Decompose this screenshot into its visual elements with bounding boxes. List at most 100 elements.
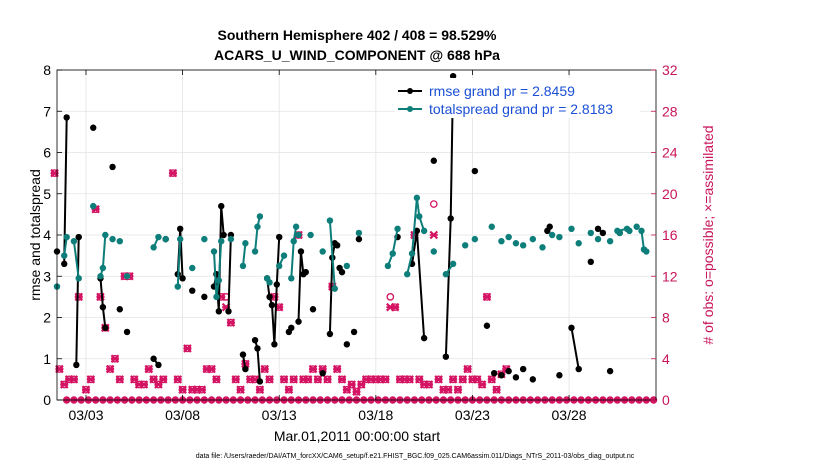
data-point (420, 334, 428, 342)
data-point (73, 361, 80, 369)
y2-tick-label: 0 (662, 392, 670, 408)
data-point (123, 273, 131, 280)
data-point (430, 157, 437, 164)
data-point (449, 72, 457, 80)
data-point (292, 223, 300, 230)
data-point (404, 270, 411, 278)
x-tick-label: 03/03 (68, 407, 103, 423)
data-point (568, 324, 575, 332)
data-point (505, 367, 512, 375)
data-point (295, 318, 302, 325)
obs-assimilated-marker (482, 292, 492, 302)
data-point (488, 223, 495, 230)
data-point (442, 270, 450, 278)
data-point (594, 225, 602, 233)
obs-assimilated-marker (337, 375, 347, 384)
x-tick-label: 03/28 (552, 407, 587, 423)
data-point (150, 355, 157, 362)
obs-assimilated-marker (144, 364, 154, 374)
data-point (266, 293, 273, 301)
legend-spread-marker (407, 106, 413, 112)
data-point (116, 306, 123, 313)
data-point (102, 231, 109, 239)
chart-title-line2: ACARS_U_WIND_COMPONENT @ 688 hPa (214, 47, 500, 63)
obs-assimilated-marker (265, 375, 274, 384)
y-axis-label: rmse and totalspread (27, 169, 43, 301)
obs-assimilated-marker (308, 364, 318, 374)
data-point (256, 213, 264, 220)
data-point (420, 227, 428, 235)
data-point (638, 227, 645, 235)
data-point (210, 248, 218, 255)
x-tick-label: 03/13 (262, 407, 297, 423)
data-point (548, 231, 556, 239)
data-point (61, 252, 68, 259)
obs-assimilated-marker (381, 375, 390, 384)
y-tick-label: 3 (43, 268, 51, 284)
data-point (326, 330, 334, 338)
data-point (256, 378, 264, 385)
obs-assimilated-marker (236, 385, 245, 394)
data-point (268, 301, 276, 309)
data-point (90, 202, 97, 210)
obs-assimilated-marker (74, 292, 84, 302)
obs-assimilated-marker (448, 375, 458, 384)
data-point (176, 225, 184, 233)
data-file-footnote: data file: /Users/raeder/DAI/ATM_forcXX/… (196, 453, 635, 460)
obs-assimilated-marker (139, 380, 149, 389)
y-tick-label: 6 (43, 145, 51, 161)
data-point (276, 233, 283, 241)
x-tick-label: 03/08 (165, 407, 200, 423)
y-tick-label: 7 (43, 103, 51, 119)
data-point (333, 242, 341, 249)
data-point (215, 308, 223, 315)
data-point (394, 225, 401, 233)
data-point (220, 231, 227, 239)
data-point (643, 248, 650, 255)
obs-assimilated-marker (226, 318, 236, 327)
data-point (155, 233, 162, 241)
obs-possible-marker (386, 293, 395, 301)
obs-assimilated-marker (115, 375, 125, 384)
data-point (326, 217, 334, 224)
data-point (155, 361, 162, 369)
series-line (75, 237, 80, 365)
data-point (254, 223, 261, 230)
obs-assimilated-marker (313, 375, 323, 384)
obs-assimilated-marker (231, 375, 241, 384)
y2-tick-label: 16 (662, 227, 678, 243)
data-point (442, 353, 450, 360)
data-point (338, 268, 346, 276)
data-point (599, 229, 607, 237)
data-point (61, 260, 68, 268)
y-tick-label: 1 (43, 351, 51, 367)
obs-assimilated-marker (81, 385, 91, 394)
obs-assimilated-marker (207, 364, 216, 374)
data-point (519, 365, 527, 373)
data-point (408, 250, 416, 257)
data-point (109, 235, 116, 243)
data-point (254, 345, 261, 352)
data-point (162, 235, 169, 243)
data-point (307, 231, 314, 239)
legend-spread-label: totalspread grand pr = 2.8183 (429, 101, 613, 117)
data-point (266, 279, 273, 286)
obs-assimilated-marker (453, 385, 463, 394)
data-point (623, 225, 631, 233)
data-point (568, 225, 575, 233)
obs-assimilated-marker (260, 364, 269, 374)
data-point (389, 250, 396, 257)
data-point (70, 237, 78, 245)
y2-tick-label: 20 (662, 186, 678, 202)
data-point (498, 372, 505, 379)
data-point (430, 248, 437, 255)
data-point (123, 328, 131, 336)
data-point (606, 237, 614, 245)
x-axis-label: Mar.01,2011 00:00:00 start (274, 428, 440, 444)
data-point (97, 273, 104, 280)
data-point (176, 235, 184, 243)
data-point (556, 233, 563, 241)
data-point (384, 262, 392, 270)
data-point (63, 114, 70, 121)
data-point (297, 248, 305, 255)
